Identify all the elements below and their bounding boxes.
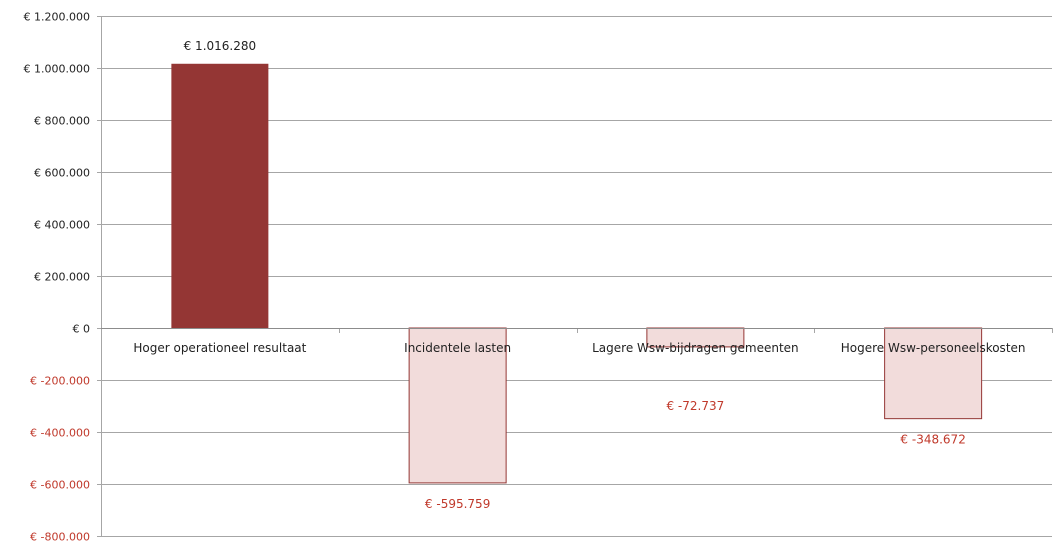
x-tick-label: Hoger operationeel resultaat: [133, 341, 306, 355]
bar-1: [408, 327, 507, 484]
y-tick-label: € -200.000: [30, 375, 90, 388]
y-tick-label: € 800.000: [34, 115, 90, 128]
y-tick-label: € -800.000: [30, 531, 90, 541]
y-tick-label: € 1.200.000: [24, 11, 90, 24]
labels: Hoger operationeel resultaat € 1.016.280 I…: [133, 39, 1025, 511]
bar-0: [171, 63, 269, 328]
data-label: € -348.672: [900, 433, 965, 447]
y-tick-label: € 400.000: [34, 219, 90, 232]
data-label: € 1.016.280: [184, 39, 257, 53]
y-tick-label: € -600.000: [30, 479, 90, 492]
y-tick-label: € 1.000.000: [24, 63, 90, 76]
x-tick-label: Incidentele lasten: [404, 341, 511, 355]
x-tick-label: Hogere Wsw-personeelskosten: [841, 341, 1026, 355]
y-tick-label: € 600.000: [34, 167, 90, 180]
data-label: € -595.759: [425, 497, 490, 511]
y-tick-label: € 0: [73, 323, 91, 336]
x-tick-label: Lagere Wsw-bijdragen gemeenten: [592, 341, 799, 355]
y-tick-label: € -400.000: [30, 427, 90, 440]
bars: [171, 63, 983, 484]
axes: € 1.200.000 € 1.000.000 € 800.000 € 600.000…: [24, 11, 1053, 541]
y-tick-label: € 200.000: [34, 271, 90, 284]
data-label: € -72.737: [666, 399, 724, 413]
bar-3: [884, 327, 983, 420]
